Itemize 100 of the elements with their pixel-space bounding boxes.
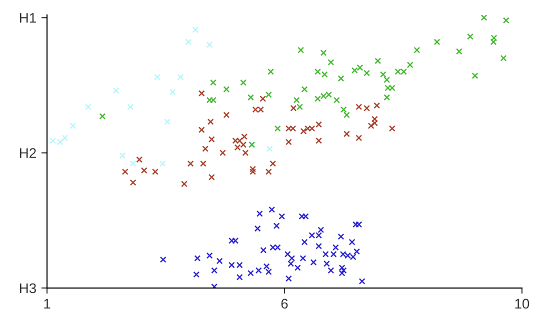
point [260, 246, 267, 254]
point [159, 160, 166, 167]
x-tick-label: 10 [515, 298, 530, 309]
point [278, 213, 286, 220]
point [254, 225, 261, 232]
point [208, 174, 215, 180]
point [210, 96, 216, 104]
point [236, 137, 243, 144]
point [332, 244, 339, 251]
point [374, 102, 380, 109]
point [130, 160, 136, 167]
point [177, 74, 184, 80]
point [220, 150, 226, 156]
point [320, 50, 327, 56]
point [99, 113, 106, 120]
point [467, 33, 474, 40]
point [500, 54, 507, 62]
point [316, 137, 322, 144]
point [300, 255, 306, 262]
point [154, 74, 161, 80]
x-tick-label: 1 [44, 298, 50, 308]
point [260, 96, 266, 102]
point [62, 134, 68, 142]
point [480, 14, 488, 21]
point [340, 267, 347, 274]
point [288, 260, 294, 267]
point [348, 238, 356, 246]
point [285, 138, 292, 146]
point [380, 71, 386, 78]
point [136, 156, 143, 163]
point [200, 160, 206, 167]
point [406, 62, 414, 68]
point [202, 146, 209, 152]
text: H3 [20, 283, 36, 294]
point [152, 168, 158, 175]
point [300, 128, 307, 134]
point [232, 137, 239, 144]
point [296, 104, 304, 110]
point [193, 271, 200, 278]
point [273, 222, 280, 230]
point [169, 88, 176, 96]
point [293, 96, 300, 104]
point [338, 233, 344, 240]
point [206, 252, 213, 259]
point [294, 264, 301, 271]
point [70, 122, 76, 130]
point [198, 90, 205, 97]
point [316, 121, 322, 128]
point [372, 116, 378, 122]
point [334, 96, 340, 104]
point [384, 76, 390, 84]
point [250, 168, 256, 175]
point [84, 104, 92, 110]
point [274, 125, 281, 132]
point [247, 94, 254, 101]
point [284, 250, 291, 258]
point [344, 112, 350, 118]
point [323, 260, 330, 267]
point [256, 210, 263, 217]
point [207, 118, 214, 125]
text: H2 [20, 148, 36, 158]
point [194, 255, 201, 262]
point [490, 38, 497, 46]
point [358, 278, 366, 284]
point [255, 267, 262, 274]
point [208, 136, 215, 143]
point [328, 59, 334, 66]
point [344, 130, 350, 138]
point [216, 258, 223, 264]
point [206, 96, 213, 104]
point [265, 91, 272, 98]
point [338, 270, 346, 276]
point [198, 126, 205, 134]
point [119, 152, 126, 159]
point [364, 70, 370, 76]
point [211, 283, 218, 288]
point [285, 275, 292, 282]
point [127, 104, 134, 110]
point [316, 242, 322, 250]
point [374, 58, 382, 64]
point [181, 180, 188, 188]
point [210, 79, 216, 86]
point [122, 168, 128, 175]
point [384, 94, 390, 101]
point [164, 118, 171, 125]
point [236, 274, 243, 280]
point [384, 84, 392, 92]
point [310, 259, 317, 266]
point [301, 86, 308, 93]
point [301, 238, 308, 246]
point [456, 48, 462, 55]
point [265, 168, 272, 175]
point [354, 248, 360, 255]
point [388, 84, 396, 92]
point [388, 125, 396, 132]
point [270, 160, 276, 167]
point [434, 38, 440, 46]
point [250, 166, 256, 172]
point [228, 237, 235, 244]
text: H1 [20, 13, 36, 23]
